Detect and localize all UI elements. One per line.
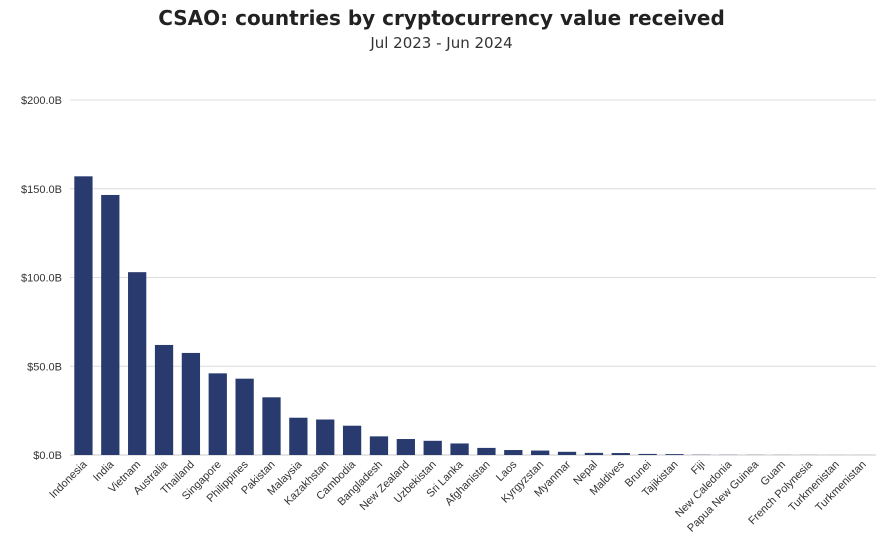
bar xyxy=(611,453,630,455)
y-tick-label: $0.0B xyxy=(33,450,62,462)
bar xyxy=(450,443,469,455)
bar xyxy=(584,452,604,455)
y-tick-label: $200.0B xyxy=(21,95,62,107)
y-tick-label: $150.0B xyxy=(21,184,62,196)
chart-subtitle: Jul 2023 - Jun 2024 xyxy=(370,34,513,52)
bar xyxy=(369,436,389,455)
bar xyxy=(101,194,120,455)
bar xyxy=(208,373,227,455)
bar xyxy=(128,272,147,455)
chart-title: CSAO: countries by cryptocurrency value … xyxy=(158,6,725,30)
x-tick-label: Indonesia xyxy=(47,458,90,501)
y-tick-label: $50.0B xyxy=(27,361,62,373)
bar xyxy=(531,450,550,455)
bar xyxy=(74,176,93,455)
bar xyxy=(638,453,657,455)
y-tick-label: $100.0B xyxy=(21,273,62,285)
bar xyxy=(181,352,201,455)
bar xyxy=(504,450,523,455)
bar xyxy=(477,447,496,455)
bar xyxy=(423,440,442,455)
bar xyxy=(316,419,335,455)
bar xyxy=(665,454,684,455)
bar xyxy=(262,397,281,455)
bar xyxy=(154,344,174,455)
bar xyxy=(342,425,362,455)
bar xyxy=(235,378,254,455)
bar xyxy=(289,417,308,455)
bar xyxy=(396,439,415,455)
x-tick-label: Fiji xyxy=(689,459,707,477)
bar xyxy=(557,451,577,455)
